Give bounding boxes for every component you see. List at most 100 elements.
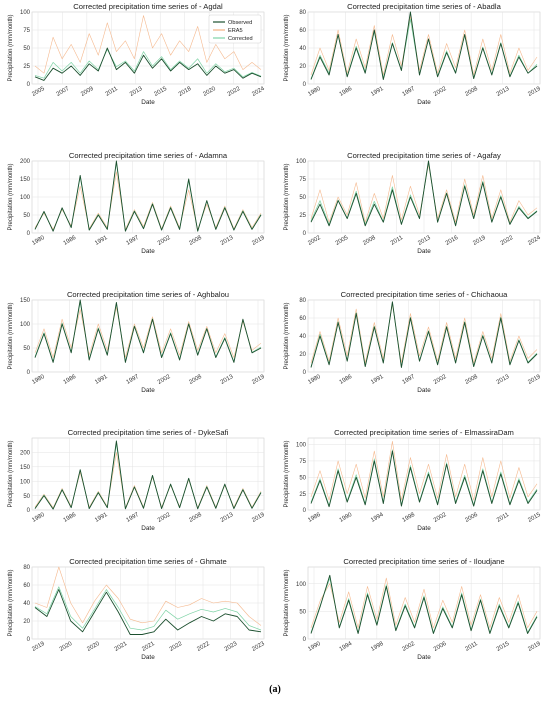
x-tick-label: 2020 <box>59 641 74 653</box>
x-tick-label: 2019 <box>251 235 266 247</box>
x-tick-label: 1998 <box>370 641 385 653</box>
y-tick-label: 0 <box>27 82 31 88</box>
x-tick-label: 2015 <box>527 512 542 524</box>
x-tick-label: 2013 <box>496 86 511 98</box>
x-tick-label: 2011 <box>496 512 511 524</box>
y-tick-label: 40 <box>23 601 30 607</box>
y-tick-label: 0 <box>27 370 31 376</box>
y-tick-label: 0 <box>303 82 307 88</box>
legend-entry: ERA5 <box>228 28 243 34</box>
y-tick-label: 50 <box>23 494 30 500</box>
series-line-observed <box>310 301 538 368</box>
x-tick-label: 1994 <box>339 641 354 653</box>
x-axis-label: Date <box>417 387 431 394</box>
x-tick-label: 1986 <box>63 512 78 524</box>
series-line-era5 <box>310 577 538 629</box>
x-tick-label: 1980 <box>307 86 322 98</box>
x-axis-label: Date <box>141 248 155 255</box>
x-tick-label: 2022 <box>227 86 242 98</box>
x-tick-label: 2013 <box>496 374 511 386</box>
series-line-observed <box>310 450 538 508</box>
y-tick-label: 100 <box>296 443 307 449</box>
x-tick-label: 2008 <box>188 512 203 524</box>
chart-panel: Corrected precipitation time series of -… <box>8 428 266 532</box>
y-tick-label: 50 <box>299 610 306 616</box>
y-tick-label: 100 <box>20 479 31 485</box>
chart-panel: Corrected precipitation time series of -… <box>284 290 542 394</box>
legend: Observed ERA5 Corrected <box>208 14 262 44</box>
x-axis-label: Date <box>141 99 155 106</box>
series-line-corrected <box>34 49 262 79</box>
y-axis-label: Precipitation (mm/month) <box>8 569 14 636</box>
y-tick-label: 60 <box>299 316 306 322</box>
chart-panel: Corrected precipitation time series of -… <box>8 290 266 394</box>
chart-title: Corrected precipitation time series of -… <box>68 428 229 437</box>
x-tick-label: 2011 <box>465 641 480 653</box>
series-line-observed <box>34 160 262 232</box>
y-tick-label: 50 <box>299 195 306 201</box>
x-axis-label: Date <box>417 248 431 255</box>
x-tick-label: 2019 <box>251 512 266 524</box>
y-axis-label: Precipitation (mm/month) <box>284 163 290 230</box>
y-axis-label: Precipitation (mm/month) <box>284 302 290 369</box>
chart-panel: Corrected precipitation time series of -… <box>8 2 266 106</box>
x-tick-label: 2007 <box>56 86 71 98</box>
y-axis-label: Precipitation (mm/month) <box>284 440 290 507</box>
x-tick-label: 2013 <box>220 512 235 524</box>
x-tick-label: 2016 <box>445 235 460 247</box>
y-tick-label: 50 <box>23 46 30 52</box>
chart-title: Corrected precipitation time series of -… <box>347 151 501 160</box>
series-line-era5 <box>310 304 538 364</box>
x-tick-label: 2020 <box>202 86 217 98</box>
y-axis-label: Precipitation (mm/month) <box>284 569 290 636</box>
figure-caption: (a) <box>269 684 281 695</box>
x-tick-label: 1991 <box>370 374 385 386</box>
chart-panel: Corrected precipitation time series of -… <box>284 428 542 532</box>
x-tick-label: 1998 <box>402 512 417 524</box>
chart-title: Corrected precipitation time series of -… <box>69 557 226 566</box>
x-tick-label: 2006 <box>464 512 479 524</box>
x-tick-label: 2002 <box>433 374 448 386</box>
x-tick-label: 2015 <box>496 641 511 653</box>
y-tick-label: 0 <box>27 231 31 237</box>
x-tick-label: 2019 <box>527 641 542 653</box>
x-tick-label: 2022 <box>196 641 211 653</box>
x-tick-label: 2008 <box>464 374 479 386</box>
x-tick-label: 2021 <box>141 641 156 653</box>
x-tick-label: 2013 <box>417 235 432 247</box>
x-tick-label: 1980 <box>31 512 46 524</box>
chart-title: Corrected precipitation time series of -… <box>343 557 504 566</box>
y-tick-label: 0 <box>303 637 307 643</box>
x-tick-label: 1997 <box>402 86 417 98</box>
x-tick-label: 1997 <box>126 512 141 524</box>
x-axis-label: Date <box>417 525 431 532</box>
x-tick-label: 2019 <box>251 374 266 386</box>
x-tick-label: 2019 <box>472 235 487 247</box>
chart-panel: Corrected precipitation time series of -… <box>284 2 542 106</box>
chart-title: Corrected precipitation time series of -… <box>334 428 514 437</box>
x-tick-label: 2002 <box>157 235 172 247</box>
x-tick-label: 1997 <box>126 235 141 247</box>
series-line-corrected <box>310 577 538 633</box>
x-tick-label: 2002 <box>433 512 448 524</box>
y-axis-label: Precipitation (mm/month) <box>8 163 14 230</box>
x-tick-label: 1986 <box>63 374 78 386</box>
y-tick-label: 75 <box>23 28 30 34</box>
y-tick-label: 75 <box>299 459 306 465</box>
chart-title: Corrected precipitation time series of -… <box>347 2 501 11</box>
chart-panel: Corrected precipitation time series of -… <box>8 557 266 661</box>
y-axis-label: Precipitation (mm/month) <box>8 14 14 81</box>
chart-panel: Corrected precipitation time series of -… <box>8 151 266 255</box>
x-axis-label: Date <box>417 99 431 106</box>
y-tick-label: 150 <box>20 465 31 471</box>
y-axis-label: Precipitation (mm/month) <box>284 14 290 81</box>
y-tick-label: 100 <box>20 195 31 201</box>
y-tick-label: 0 <box>303 370 307 376</box>
y-tick-label: 25 <box>299 213 306 219</box>
y-tick-label: 20 <box>299 352 306 358</box>
y-tick-label: 0 <box>303 508 307 514</box>
x-tick-label: 2009 <box>80 86 95 98</box>
y-axis-label: Precipitation (mm/month) <box>8 440 14 507</box>
x-tick-label: 1986 <box>307 512 322 524</box>
